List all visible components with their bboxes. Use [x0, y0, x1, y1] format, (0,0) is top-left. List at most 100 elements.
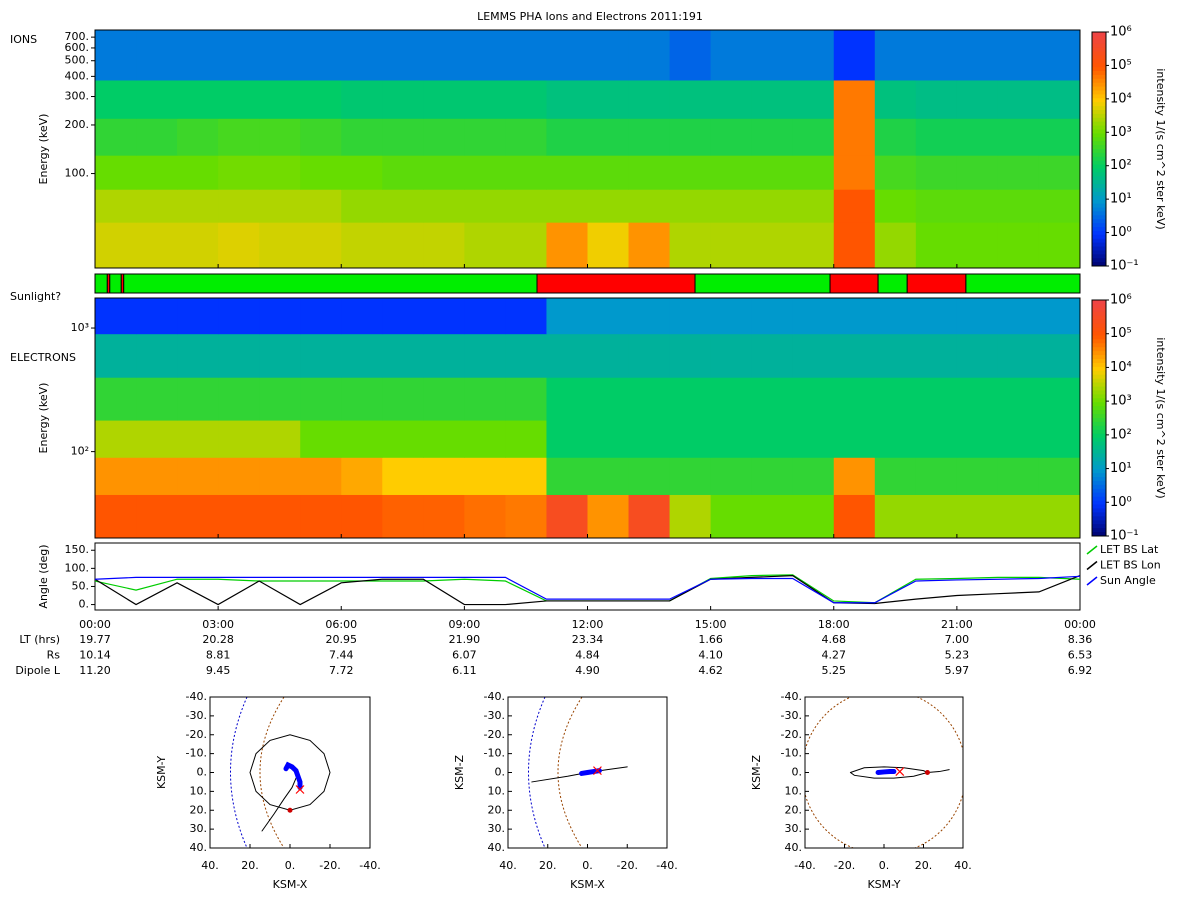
colorbar-swatch — [1092, 437, 1106, 443]
colorbar-swatch — [1092, 254, 1106, 259]
heat-cell — [669, 189, 712, 223]
heat-cell — [464, 79, 506, 119]
heat-cell — [546, 79, 588, 119]
heat-cell — [300, 79, 342, 119]
heat-cell — [874, 457, 917, 495]
heat-cell — [423, 333, 465, 378]
y-tick-label: 30. — [785, 822, 803, 835]
heat-cell — [669, 333, 712, 378]
heat-cell — [341, 494, 383, 539]
y-tick-label: 50. — [72, 579, 90, 592]
y-axis-label: KSM-Y — [155, 756, 168, 789]
heat-cell — [95, 333, 137, 378]
ephemeris-value: 4.90 — [575, 664, 600, 677]
x-tick-label: 15:00 — [695, 618, 727, 631]
heat-cell — [874, 377, 917, 421]
heat-cell — [259, 155, 301, 190]
heat-cell — [956, 333, 999, 378]
y-tick-label: -40. — [186, 690, 207, 703]
heat-cell — [218, 333, 260, 378]
colorbar-swatch — [1092, 323, 1106, 329]
heat-cell — [833, 377, 876, 421]
heat-cell — [259, 298, 301, 335]
heat-cell — [874, 333, 917, 378]
colorbar-tick-label: 10⁵ — [1110, 326, 1132, 341]
heat-cell — [915, 494, 958, 539]
heat-cell — [218, 222, 260, 269]
colorbar-swatch — [1092, 39, 1106, 45]
heat-cell — [1038, 189, 1081, 223]
colorbar-tick-label: 10⁴ — [1110, 360, 1132, 375]
heat-cell — [833, 118, 876, 156]
ephemeris-value: 6.53 — [1068, 649, 1093, 662]
colorbar-swatch — [1092, 504, 1106, 509]
heat-cell — [382, 30, 424, 81]
colorbar-swatch — [1092, 219, 1106, 224]
colorbar-swatch — [1092, 78, 1106, 84]
legend-label: LET BS Lat — [1100, 543, 1159, 556]
colorbar-swatch — [1092, 378, 1106, 384]
heat-cell — [505, 222, 547, 269]
y-tick-label: 0. — [792, 766, 803, 779]
colorbar-swatch — [1092, 94, 1106, 99]
colorbar-swatch — [1092, 117, 1106, 123]
heat-cell — [587, 420, 630, 458]
heat-cell — [956, 222, 999, 269]
heat-cell — [833, 222, 876, 269]
x-tick-label: 00:00 — [1064, 618, 1096, 631]
heat-cell — [1038, 333, 1081, 378]
heat-cell — [710, 222, 753, 269]
heat-cell — [136, 189, 178, 223]
heat-cell — [997, 377, 1040, 421]
heat-cell — [177, 420, 219, 458]
heat-cell — [382, 333, 424, 378]
heat-cell — [546, 494, 588, 539]
heat-cell — [505, 333, 547, 378]
colorbar-swatch — [1092, 477, 1106, 482]
heat-cell — [136, 30, 178, 81]
heat-cell — [669, 79, 712, 119]
colorbar-tick-label: 10² — [1110, 427, 1132, 442]
colorbar-tick-label: 10⁰ — [1110, 225, 1132, 240]
heat-cell — [833, 155, 876, 190]
heat-cell — [300, 298, 342, 335]
heat-cell — [628, 377, 671, 421]
heat-cell — [382, 118, 424, 156]
heat-cell — [587, 298, 630, 335]
colorbar-tick-label: 10⁰ — [1110, 495, 1132, 510]
heat-cell — [587, 30, 630, 81]
colorbar-swatch — [1092, 410, 1106, 415]
heat-cell — [997, 494, 1040, 539]
x-tick-label: 18:00 — [818, 618, 850, 631]
heat-cell — [1038, 494, 1081, 539]
heat-cell — [1038, 377, 1081, 421]
colorbar-swatch — [1092, 215, 1106, 220]
y-tick-label: 300. — [65, 90, 90, 103]
heat-cell — [628, 79, 671, 119]
colorbar-swatch — [1092, 203, 1106, 208]
heat-cell — [833, 30, 876, 81]
trajectory — [261, 777, 297, 832]
y-tick-label: 10. — [488, 784, 506, 797]
heat-cell — [874, 79, 917, 119]
heat-cell — [505, 79, 547, 119]
heat-cell — [792, 30, 835, 81]
colorbar-swatch — [1092, 188, 1106, 193]
heat-cell — [915, 30, 958, 81]
heat-cell — [423, 420, 465, 458]
heat-cell — [464, 118, 506, 156]
ephemeris-value: 21.90 — [449, 633, 481, 646]
colorbar-swatch — [1092, 184, 1106, 189]
heat-cell — [177, 298, 219, 335]
heat-cell — [259, 494, 301, 539]
trajectory — [249, 734, 331, 811]
heat-cell — [669, 298, 712, 335]
y-tick-label: 500. — [65, 54, 90, 67]
heat-cell — [382, 377, 424, 421]
colorbar-tick-label: 10⁻¹ — [1110, 259, 1139, 274]
heat-cell — [341, 377, 383, 421]
heat-cell — [874, 222, 917, 269]
bow-shock — [557, 697, 583, 848]
magnetopause — [230, 697, 248, 848]
heat-cell — [505, 420, 547, 458]
